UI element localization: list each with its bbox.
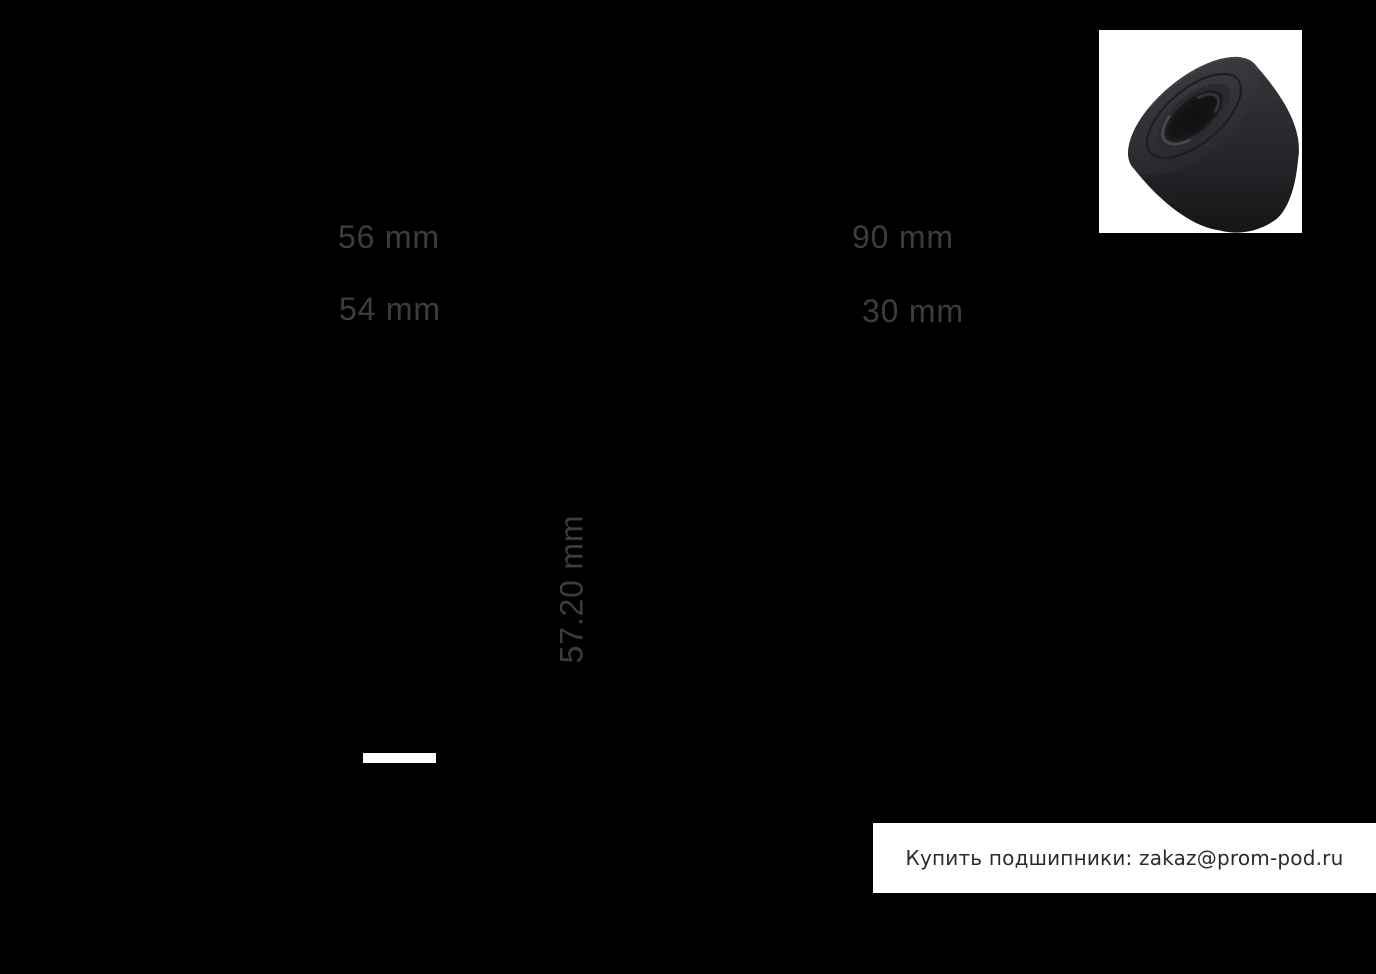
bearing-photo: [1128, 56, 1299, 233]
footer-contact-bar: Купить подшипники: zakaz@prom-pod.ru: [873, 823, 1376, 893]
footer-contact-text: Купить подшипники: zakaz@prom-pod.ru: [905, 846, 1344, 870]
dimension-label-inner-width: 54 mm: [339, 291, 441, 327]
product-photo-panel: [1099, 30, 1302, 233]
dimension-label-bore-diameter: 30 mm: [862, 293, 964, 329]
dimension-label-outer-width: 56 mm: [338, 219, 440, 255]
dimension-label-outer-diameter: 90 mm: [852, 219, 954, 255]
dimension-scale-bar: [363, 753, 436, 763]
dimension-label-side-height: 57.20 mm: [553, 514, 590, 664]
